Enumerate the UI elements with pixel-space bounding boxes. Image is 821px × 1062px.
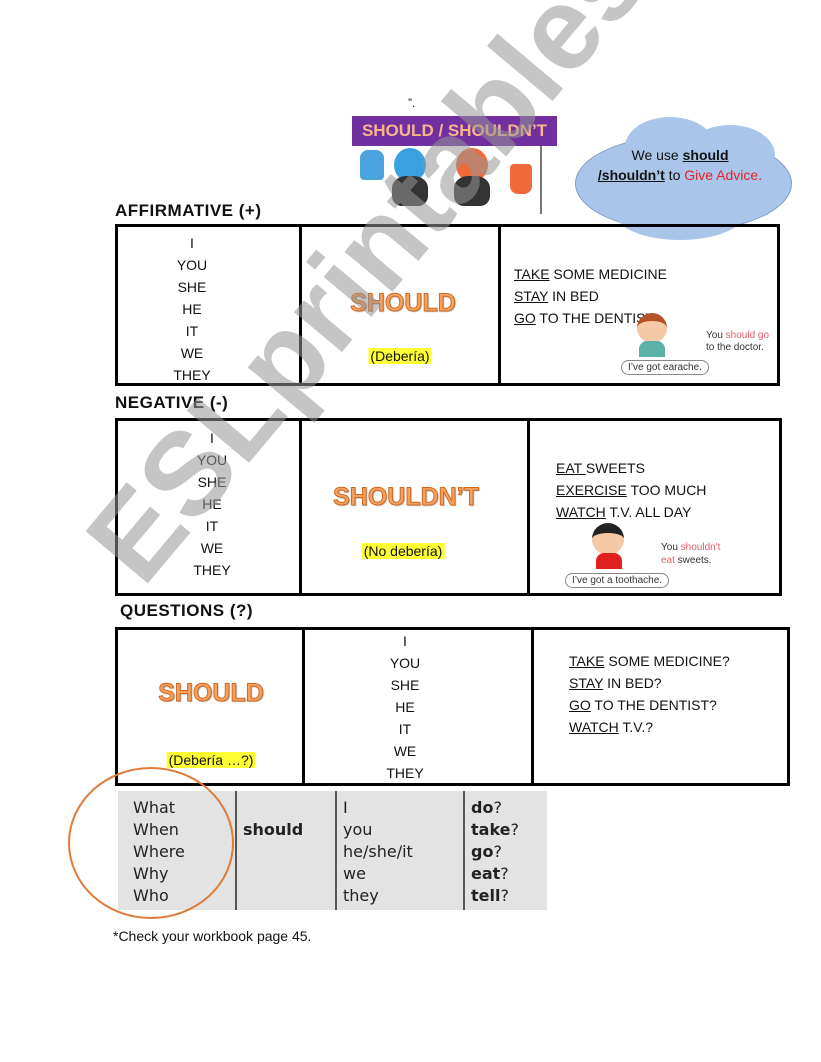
thumbs-up-icon [360,150,384,180]
affirmative-heading: AFFIRMATIVE (+) [115,201,262,220]
questions-heading: QUESTIONS (?) [120,601,254,620]
sign-pole [540,146,542,214]
verb-list: EAT SWEETS EXERCISE TOO MUCH WATCH T.V. … [556,460,707,520]
should-shouldnt-illustration: SHOULD / SHOULDN’T [352,114,560,216]
shouldnt-word: /shouldn’t [597,167,665,183]
pronoun-list: I YOU SHE HE IT WE THEY [386,633,424,781]
should-word: should [682,147,729,163]
pronoun-list: I YOU SHE HE IT WE THEY [193,430,231,578]
footer-note: *Check your workbook page 45. [113,928,312,944]
speech-bubble: I’ve got a toothache. [565,573,670,588]
speech-bubble: I’ve got earache. [621,360,709,375]
negative-table: I YOU SHE HE IT WE THEY SHOULDN’T (No debería)… [115,418,782,596]
verb-list: TAKE SOME MEDICINE? STAY IN BED? GO TO T… [569,653,730,735]
wh-verbs: do? take? go? eat? tell? [471,798,520,905]
translation: (No debería) [361,543,445,559]
wh-modal: should [243,820,304,839]
affirmative-table: I YOU SHE HE IT WE THEY SHOULD (Debería) TAKE … [115,224,780,386]
questions-table: SHOULD (Debería …?) I YOU SHE HE IT WE THEY TA… [115,627,790,786]
modal-shouldnt: SHOULDN’T [333,483,480,512]
give-advice-text: Give Advice. [684,167,763,183]
caption: You shouldn't eat sweets. [661,542,721,566]
toothache-boy-illustration [588,523,628,569]
verb-list: TAKE SOME MEDICINE STAY IN BED GO TO THE… [514,266,667,326]
modal-should: SHOULD [158,679,265,708]
thumbs-down-icon [510,164,532,194]
translation: (Debería …?) [166,752,256,768]
translation: (Debería) [368,348,432,364]
caption: You should go to the doctor. [706,330,770,353]
pronoun-list: I YOU SHE HE IT WE THEY [173,235,211,383]
sign-banner: SHOULD / SHOULDN’T [352,116,557,146]
wh-words-circle [68,767,234,919]
advice-cloud: We use should /shouldn’t to Give Advice. [565,115,797,240]
earache-boy-illustration [633,313,671,357]
top-mark: ”. [408,96,416,110]
modal-should: SHOULD [350,289,457,318]
negative-heading: NEGATIVE (-) [115,393,229,412]
